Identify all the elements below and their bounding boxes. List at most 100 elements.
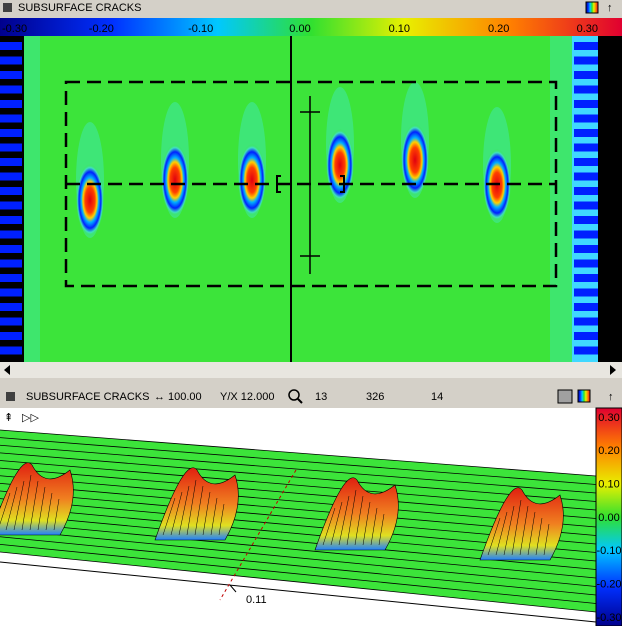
surface-line bbox=[0, 536, 597, 596]
stripe bbox=[0, 317, 22, 326]
peak-mesh bbox=[511, 499, 522, 556]
peak-mesh bbox=[21, 474, 32, 531]
peak-mesh bbox=[210, 497, 218, 536]
crack-indications bbox=[76, 82, 511, 238]
edge-right-blue bbox=[572, 36, 598, 362]
scale-label: 0.20 bbox=[598, 445, 619, 457]
surface-line bbox=[0, 452, 597, 502]
stripe bbox=[574, 288, 598, 297]
stripe bbox=[0, 100, 22, 108]
stripe bbox=[0, 201, 22, 210]
stripe bbox=[574, 100, 598, 108]
stripe bbox=[0, 71, 22, 79]
stripe bbox=[574, 259, 598, 268]
stripe bbox=[574, 42, 598, 50]
stripe bbox=[0, 274, 22, 282]
edge-right bbox=[598, 36, 622, 362]
peak-mesh bbox=[362, 501, 371, 546]
field-a[interactable]: 13 bbox=[315, 391, 327, 403]
zoom-icon[interactable] bbox=[288, 389, 300, 401]
surface-line bbox=[0, 429, 597, 477]
peak-mesh bbox=[178, 485, 190, 536]
stripe bbox=[0, 187, 22, 195]
stripe bbox=[574, 274, 598, 282]
stripe bbox=[574, 158, 598, 166]
axis-label: 0.11 bbox=[246, 594, 267, 606]
scale-label: -0.20 bbox=[596, 579, 621, 591]
scale-label: -0.30 bbox=[596, 612, 621, 624]
peak bbox=[314, 477, 399, 551]
peak-mesh bbox=[543, 523, 550, 556]
scale-labels: 0.30 0.20 0.10 0.00 -0.10 -0.20 -0.30 bbox=[596, 412, 621, 624]
surface-line bbox=[0, 521, 597, 579]
scroll-left[interactable] bbox=[4, 365, 10, 375]
stripe bbox=[0, 56, 22, 65]
stripe bbox=[0, 129, 22, 137]
stripe bbox=[0, 245, 22, 253]
stripe bbox=[574, 201, 598, 210]
stripe bbox=[574, 172, 598, 181]
pin-button[interactable]: ↑ bbox=[607, 2, 613, 14]
peak-mesh bbox=[487, 517, 501, 556]
field-b[interactable]: 326 bbox=[366, 391, 384, 403]
peak-mesh bbox=[186, 479, 197, 536]
cursor-3d bbox=[219, 469, 297, 601]
scale-label: 0.30 bbox=[598, 412, 619, 424]
peak-mesh bbox=[194, 485, 204, 536]
peak-mesh bbox=[378, 513, 385, 546]
peak bbox=[479, 487, 564, 561]
crack bbox=[238, 144, 266, 216]
peak-mesh bbox=[0, 492, 11, 525]
peak-mesh bbox=[162, 497, 176, 536]
stripe bbox=[0, 332, 22, 340]
peak bbox=[0, 462, 74, 536]
stripe bbox=[0, 172, 22, 181]
panel-title: SUBSURFACE CRACKS bbox=[18, 2, 141, 14]
stripe bbox=[0, 158, 22, 166]
peak-mesh bbox=[338, 495, 350, 546]
color-scale bbox=[0, 18, 622, 36]
peak-mesh bbox=[53, 498, 60, 531]
surface-line bbox=[0, 444, 597, 494]
splitter[interactable] bbox=[0, 378, 622, 386]
scale-label: -0.10 bbox=[188, 23, 213, 35]
edge-left bbox=[0, 36, 24, 362]
peak-mesh bbox=[13, 480, 25, 531]
zoom-icon-handle bbox=[297, 398, 303, 404]
span-value[interactable]: 100.00 bbox=[168, 391, 202, 403]
stripe bbox=[574, 129, 598, 137]
scale-label: 0.00 bbox=[289, 23, 310, 35]
stripe bbox=[574, 85, 598, 94]
surface-line bbox=[0, 460, 597, 511]
settings-button[interactable] bbox=[557, 389, 573, 404]
peak-mesh bbox=[45, 492, 53, 531]
peak-mesh bbox=[535, 517, 543, 556]
cursor-brackets bbox=[276, 175, 345, 193]
scale-label: -0.10 bbox=[596, 545, 621, 557]
palette-button[interactable] bbox=[577, 389, 591, 403]
stripe bbox=[574, 216, 598, 224]
pin-button[interactable]: ↑ bbox=[608, 391, 614, 403]
scale-labels: -0.30 -0.20 -0.10 0.00 0.10 0.20 0.30 bbox=[2, 23, 598, 35]
toolbar bbox=[0, 386, 622, 408]
window-icon[interactable] bbox=[6, 392, 15, 401]
aspect-value[interactable]: Y/X 12.000 bbox=[220, 391, 274, 403]
window-icon[interactable] bbox=[3, 3, 12, 12]
scroll-right[interactable] bbox=[610, 365, 616, 375]
surface-peaks bbox=[0, 462, 564, 561]
stripe bbox=[0, 288, 22, 297]
nav-forward[interactable]: ▷▷ bbox=[22, 412, 39, 424]
nav-up[interactable]: ⇞ bbox=[4, 412, 13, 424]
stripe bbox=[0, 114, 22, 123]
peak-mesh bbox=[202, 491, 211, 536]
peak bbox=[154, 467, 239, 541]
stripe bbox=[574, 56, 598, 65]
palette-button[interactable] bbox=[585, 1, 599, 14]
field-c[interactable]: 14 bbox=[431, 391, 443, 403]
stripe bbox=[574, 332, 598, 340]
color-scale bbox=[595, 407, 622, 626]
scrollbar[interactable] bbox=[0, 362, 622, 378]
peak-mesh bbox=[330, 501, 343, 546]
panel-title: SUBSURFACE CRACKS bbox=[26, 391, 149, 403]
